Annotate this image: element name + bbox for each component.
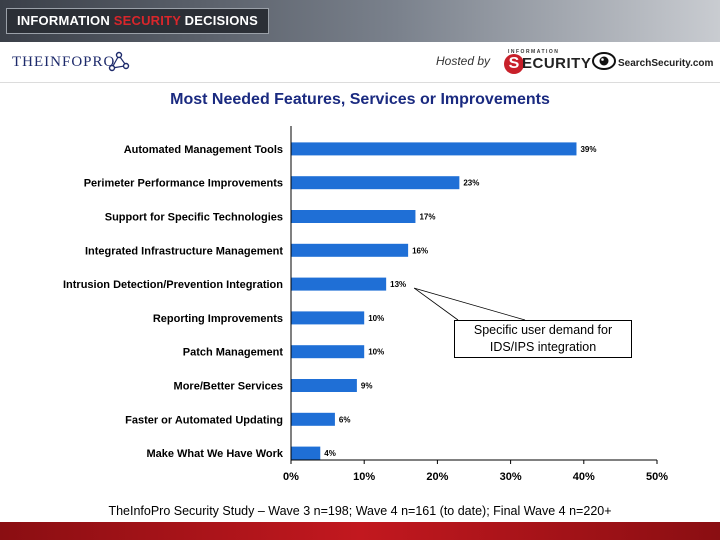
bar <box>291 412 335 426</box>
bar <box>291 176 460 190</box>
callout-line-2: IDS/IPS integration <box>489 340 597 354</box>
bar-chart: Automated Management Tools 39% Perimeter P… <box>63 126 668 483</box>
category-label: Perimeter Performance Improvements <box>84 178 283 190</box>
category-label: Intrusion Detection/Prevention Integrati… <box>63 279 283 291</box>
category-label: Automated Management Tools <box>124 144 283 156</box>
data-label: 17% <box>419 213 435 222</box>
chart-title: Most Needed Features, Services or Improv… <box>170 91 550 108</box>
bar <box>291 345 365 359</box>
data-label: 16% <box>412 246 428 255</box>
callout-pointer-line <box>413 287 459 321</box>
top-banner: INFORMATION SECURITY DECISIONS <box>0 0 720 42</box>
callout-pointer-line <box>414 287 526 321</box>
data-label: 6% <box>339 415 351 424</box>
eye-icon <box>592 52 616 70</box>
category-label: Reporting Improvements <box>153 313 283 325</box>
bar <box>291 379 357 392</box>
data-label: 10% <box>368 314 384 323</box>
bottom-banner <box>0 522 720 540</box>
bar <box>291 277 387 291</box>
bar <box>291 446 321 460</box>
category-label: Patch Management <box>183 347 284 359</box>
x-tick-label: 0% <box>283 471 299 483</box>
information-security-decisions-logo: INFORMATION SECURITY DECISIONS <box>6 8 269 34</box>
source-footnote: TheInfoPro Security Study – Wave 3 n=198… <box>108 504 612 518</box>
ids-ips-callout: Specific user demand for IDS/IPS integra… <box>454 320 632 358</box>
sponsor-logo-row: THEINFOPRO Hosted by INFORMATION S ECURI… <box>0 42 720 83</box>
data-label: 9% <box>361 382 373 391</box>
x-tick-label: 40% <box>573 471 595 483</box>
data-label: 10% <box>368 348 384 357</box>
bar <box>291 243 409 257</box>
theinfopro-logo: THEINFOPRO <box>12 54 116 70</box>
category-label: More/Better Services <box>174 381 283 393</box>
data-label: 39% <box>580 145 596 154</box>
information-security-logo: INFORMATION S ECURITY <box>504 49 591 77</box>
theinfopro-mark-icon <box>108 51 130 72</box>
category-label: Make What We Have Work <box>146 448 283 460</box>
x-tick-label: 10% <box>353 471 375 483</box>
hosted-by-label: Hosted by <box>436 54 491 68</box>
x-tick-label: 20% <box>426 471 448 483</box>
callout-line-1: Specific user demand for <box>473 323 613 337</box>
category-label: Integrated Infrastructure Management <box>85 245 283 257</box>
bar <box>291 142 577 156</box>
x-tick-label: 50% <box>646 471 668 483</box>
bar <box>291 311 365 325</box>
searchsecurity-logo: SearchSecurity.com <box>592 50 716 76</box>
data-label: 13% <box>390 280 406 289</box>
data-label: 4% <box>324 449 336 458</box>
bar <box>291 210 416 223</box>
x-tick-label: 30% <box>500 471 522 483</box>
data-label: 23% <box>463 179 479 188</box>
category-label: Support for Specific Technologies <box>105 212 283 224</box>
category-label: Faster or Automated Updating <box>125 414 283 426</box>
